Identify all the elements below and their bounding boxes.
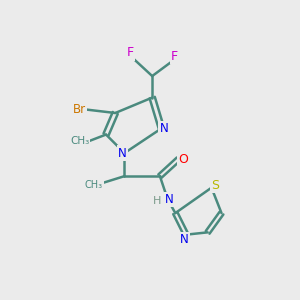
Text: N: N xyxy=(180,233,189,246)
Text: O: O xyxy=(178,153,188,166)
Text: N: N xyxy=(159,122,168,135)
Text: N: N xyxy=(118,146,127,160)
Text: Br: Br xyxy=(73,103,85,116)
Text: F: F xyxy=(127,46,134,59)
Text: CH₃: CH₃ xyxy=(70,136,89,146)
Text: F: F xyxy=(171,50,178,62)
Text: H: H xyxy=(153,196,161,206)
Text: CH₃: CH₃ xyxy=(85,180,103,190)
Text: S: S xyxy=(211,179,219,192)
Text: N: N xyxy=(165,193,173,206)
